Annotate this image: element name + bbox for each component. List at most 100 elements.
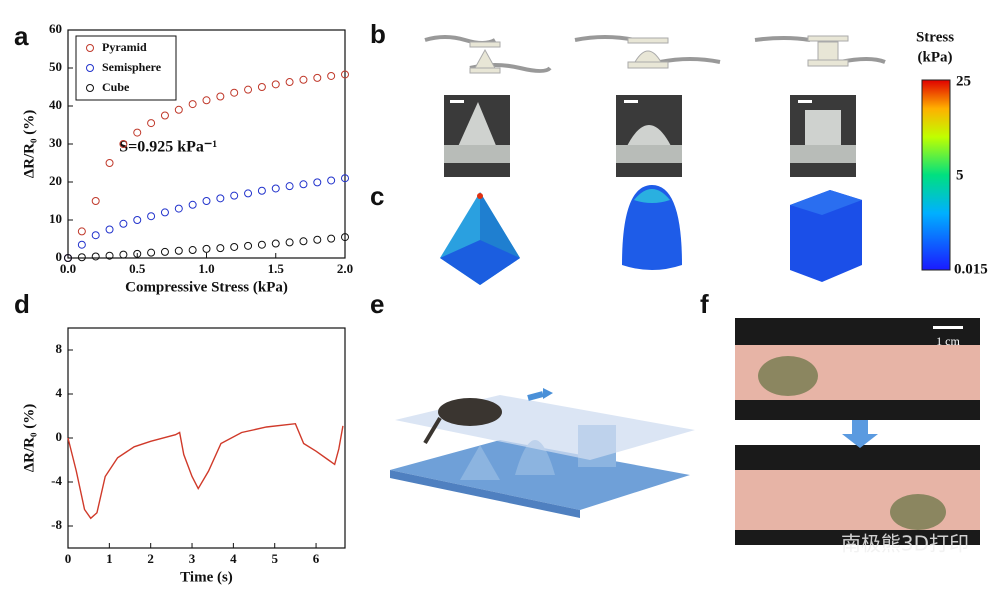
- data-point: [313, 235, 322, 244]
- data-point: [257, 83, 266, 91]
- y-tick-label: -4: [51, 473, 62, 488]
- data-point: [188, 246, 197, 255]
- data-point: [202, 96, 211, 105]
- legend-label: Pyramid: [102, 40, 147, 54]
- x-tick-label: 0: [65, 551, 72, 566]
- y-tick-label: -8: [51, 517, 62, 532]
- x-tick-label: 1: [106, 551, 113, 566]
- x-tick-label: 0.0: [60, 261, 76, 276]
- data-point: [244, 85, 253, 94]
- data-point: [299, 180, 308, 189]
- data-point: [147, 248, 156, 257]
- legend-marker: [86, 44, 94, 52]
- plot-frame: [67, 327, 346, 549]
- panel-label: a: [14, 21, 29, 51]
- x-tick-label: 3: [189, 551, 196, 566]
- annotation: S=0.925 kPa⁻¹: [119, 138, 217, 155]
- y-tick-label: 30: [49, 135, 62, 150]
- data-point: [133, 249, 142, 258]
- colorbar-title: Stress: [916, 29, 954, 45]
- y-tick-label: 20: [49, 173, 62, 188]
- colorbar-label: 0.015: [954, 261, 988, 277]
- colorbar-title: (kPa): [918, 49, 953, 65]
- data-point: [147, 212, 156, 221]
- data-point: [147, 119, 156, 128]
- panel-label: c: [370, 181, 384, 211]
- turtle-photos: 1 cm 南极熊3D打印: [735, 318, 980, 556]
- data-point: [271, 184, 280, 193]
- sensor-illustration: [390, 388, 695, 518]
- data-point: [271, 239, 280, 248]
- data-point: [160, 208, 169, 217]
- data-point: [91, 197, 100, 205]
- x-tick-label: 4: [230, 551, 237, 566]
- fem-shapes: [440, 185, 862, 285]
- data-point: [327, 234, 336, 243]
- y-axis-label: ΔR/R₀ (%): [21, 110, 37, 178]
- legend-label: Cube: [102, 80, 130, 94]
- data-point: [327, 71, 336, 80]
- data-point: [160, 111, 169, 120]
- sensor-photos: [444, 95, 856, 177]
- data-point: [341, 70, 349, 79]
- y-tick-label: 10: [49, 211, 62, 226]
- data-point: [216, 244, 225, 253]
- data-point: [313, 73, 322, 82]
- legend-marker: [86, 64, 94, 72]
- y-tick-label: 8: [56, 341, 63, 356]
- data-point: [188, 200, 197, 209]
- data-point: [119, 219, 128, 228]
- data-point: [174, 204, 183, 213]
- data-point: [327, 176, 336, 185]
- data-point: [119, 250, 128, 259]
- x-tick-label: 0.5: [129, 261, 146, 276]
- data-point: [285, 182, 294, 191]
- x-tick-label: 5: [271, 551, 278, 566]
- data-point: [216, 194, 225, 203]
- y-axis-label: ΔR/R₀ (%): [21, 404, 37, 472]
- colorbar: Stress (kPa) 25 5 0.015: [916, 29, 988, 277]
- data-point: [133, 216, 142, 224]
- x-tick-label: 2: [147, 551, 154, 566]
- data-point: [244, 189, 253, 198]
- data-point: [174, 105, 183, 114]
- data-point: [285, 238, 294, 247]
- data-point: [271, 80, 280, 89]
- data-point: [174, 246, 183, 255]
- scale-label: 1 cm: [936, 334, 960, 348]
- data-point: [313, 178, 322, 187]
- data-point: [257, 186, 266, 195]
- data-point: [119, 140, 128, 148]
- data-point: [244, 241, 253, 250]
- data-point: [230, 242, 239, 251]
- legend-marker: [86, 84, 94, 92]
- legend-box: [75, 35, 177, 101]
- x-tick-label: 6: [313, 551, 320, 566]
- y-tick-label: 0: [56, 249, 63, 264]
- data-point: [230, 88, 239, 97]
- data-point: [257, 240, 266, 249]
- data-point: [105, 159, 114, 167]
- panel-label: d: [14, 289, 30, 319]
- data-point: [105, 251, 114, 260]
- data-point: [341, 174, 349, 183]
- data-point: [91, 231, 100, 240]
- data-point: [105, 225, 114, 234]
- sensor-sketches: [424, 35, 886, 74]
- data-point: [216, 92, 225, 101]
- data-point: [91, 252, 100, 261]
- data-point: [64, 254, 72, 262]
- colorbar-label: 5: [956, 167, 964, 183]
- y-tick-label: 4: [56, 385, 63, 400]
- data-point: [202, 197, 211, 205]
- data-point: [285, 78, 294, 87]
- data-point: [341, 233, 349, 242]
- colorbar-label: 25: [956, 73, 971, 89]
- data-line: [67, 422, 344, 520]
- x-axis-label: Time (s): [180, 569, 233, 585]
- legend-label: Semisphere: [102, 60, 162, 74]
- x-tick-label: 1.0: [198, 261, 214, 276]
- data-point: [133, 128, 142, 137]
- data-point: [299, 237, 308, 246]
